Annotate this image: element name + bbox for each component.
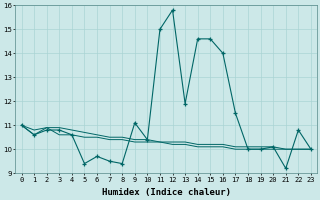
X-axis label: Humidex (Indice chaleur): Humidex (Indice chaleur) <box>102 188 231 197</box>
